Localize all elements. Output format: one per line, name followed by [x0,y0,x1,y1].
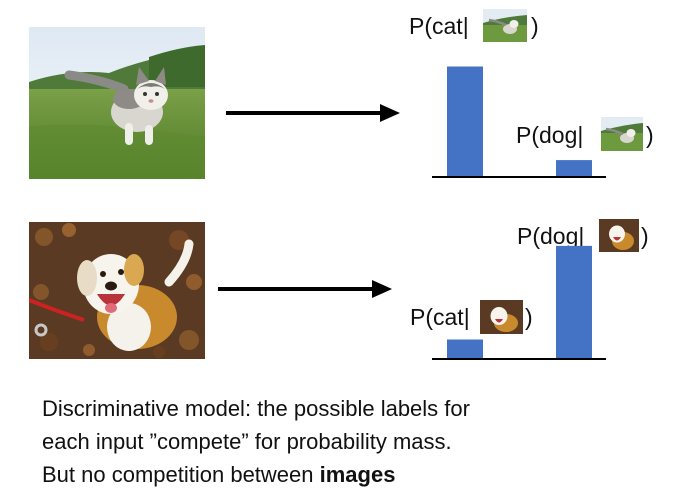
arrow-right-1 [226,104,400,122]
caption-bold-images: images [319,462,396,487]
given-bar-1: | [462,13,469,39]
given-bar-3: | [578,223,585,249]
cat-thumb-1 [483,9,527,42]
caption-line-3: But no competition between images [42,462,396,487]
label-p-cat-close: ) [531,13,539,39]
cat-photo [29,27,205,179]
cat-thumb-2 [601,117,643,151]
bar-dog-1 [556,160,592,177]
given-bar-4: | [463,304,470,330]
label-p-cat-given-dog: P(cat| [410,304,470,330]
label-p-dog-given-dog: P(dog| [517,223,585,249]
bar-chart-cat-image [432,66,606,178]
label-p-dog-close-2: ) [641,223,649,249]
label-p-cat-close-2: ) [525,304,533,330]
caption: Discriminative model: the possible label… [42,392,662,491]
label-p-dog-given-cat: P(dog| [516,122,584,148]
caption-line-2: each input ”compete” for probability mas… [42,429,452,454]
bar-cat-2 [447,339,483,359]
label-p-cat-given-cat: P(cat| [409,13,469,39]
dog-photo [29,222,205,359]
label-p-dog-close: ) [646,122,654,148]
dog-thumb-2 [480,300,523,334]
bar-cat-1 [447,66,483,177]
caption-line-1: Discriminative model: the possible label… [42,396,470,421]
arrow-right-2 [218,280,392,298]
bar-chart-dog-image [432,245,606,360]
dog-thumb-1 [599,219,639,252]
given-bar-2: | [577,122,584,148]
bar-dog-2 [556,245,592,359]
